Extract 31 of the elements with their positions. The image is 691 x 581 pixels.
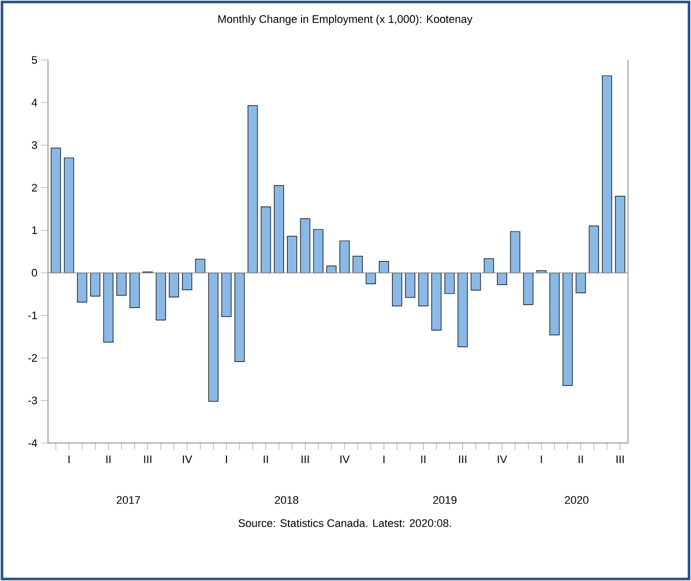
text: 2020 <box>564 496 588 504</box>
y-tick-label: -4 <box>28 439 38 447</box>
source-note: Source: Statistics Canada. Latest: 2020:08. <box>238 518 451 528</box>
y-tick-label: 4 <box>32 98 38 106</box>
text: 2017 <box>116 496 140 504</box>
x-tick-label: II <box>578 456 583 464</box>
y-tick-label: 0 <box>32 268 38 277</box>
x-tick-label: I <box>383 456 384 464</box>
y-tick-label: -2 <box>28 354 37 362</box>
y-tick-label: 3 <box>32 141 37 149</box>
y-tick-label: -3 <box>28 396 37 404</box>
x-tick-label: III <box>302 456 309 464</box>
x-tick-label: I <box>68 456 70 464</box>
chart-title: Monthly Change in Employment (x 1,000): Kootenay <box>218 14 472 26</box>
y-tick-label: -1 <box>28 312 37 320</box>
x-tick-label: IV <box>498 456 508 464</box>
x-tick-label: II <box>106 456 110 464</box>
text: 2019 <box>433 496 456 504</box>
y-tick-label: 2 <box>32 184 37 192</box>
x-tick-label: I <box>226 456 227 464</box>
x-tick-label: III <box>616 456 624 464</box>
x-tick-label: III <box>459 456 466 464</box>
x-tick-label: II <box>264 456 268 464</box>
x-tick-label: I <box>540 456 542 464</box>
text: 2018 <box>274 496 298 504</box>
x-tick-label: III <box>144 456 152 464</box>
x-tick-label: IV <box>340 456 350 464</box>
y-tick-label: 1 <box>32 226 37 234</box>
x-tick-label: II <box>421 456 426 464</box>
x-tick-label: IV <box>182 456 192 464</box>
y-tick-label: 5 <box>32 56 38 64</box>
